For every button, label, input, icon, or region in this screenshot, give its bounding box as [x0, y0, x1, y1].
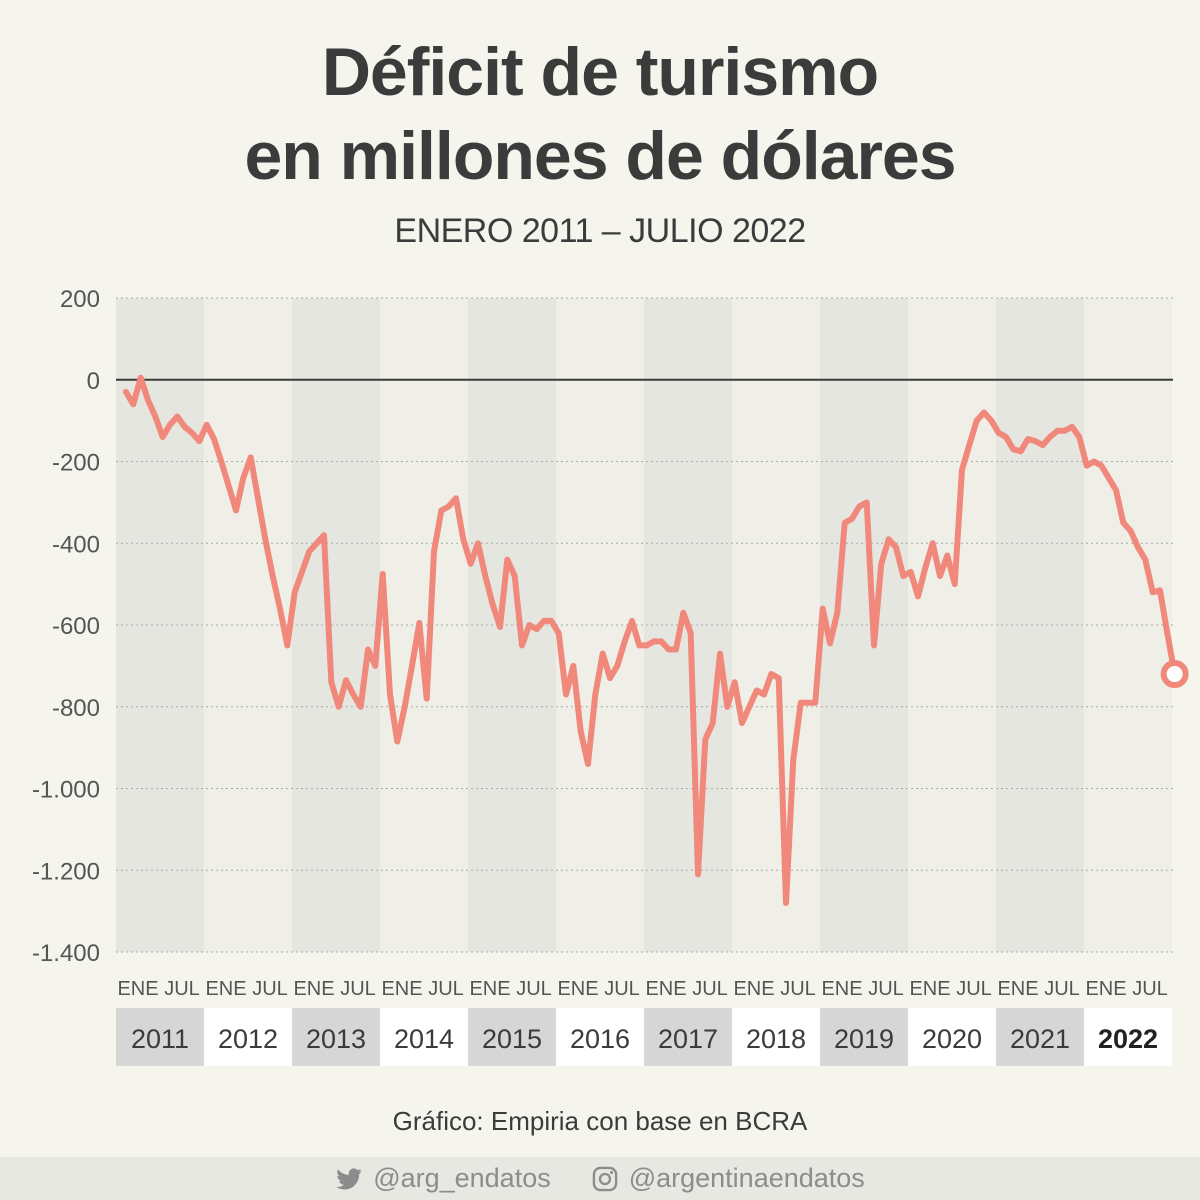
instagram-icon [592, 1166, 617, 1191]
year-label: 2015 [482, 1024, 542, 1054]
x-tick-label: JUL [868, 978, 904, 1000]
x-tick-label: ENE [733, 978, 774, 1000]
year-label: 2018 [746, 1024, 806, 1054]
y-tick-label: -800 [52, 695, 100, 722]
x-tick-label: ENE [1085, 978, 1126, 1000]
series-line [123, 374, 1178, 906]
instagram-link[interactable]: @argentinaendatos [591, 1163, 865, 1194]
y-tick-label: -1.000 [32, 777, 100, 804]
x-tick-label: ENE [909, 978, 950, 1000]
x-tick-label: JUL [252, 978, 288, 1000]
y-tick-label: -400 [52, 531, 100, 558]
y-tick-label: 200 [60, 286, 100, 313]
twitter-icon [336, 1167, 363, 1189]
x-tick-label: ENE [205, 978, 246, 1000]
source-note: Gráfico: Empiria con base en BCRA [392, 1106, 808, 1136]
x-tick-label: ENE [117, 978, 158, 1000]
line-chart: 200 0 -200 -400 -600 -800 -1.000 -1.200 -1.400 EN… [32, 286, 1189, 1066]
x-tick-label: ENE [381, 978, 422, 1000]
x-tick-label: JUL [428, 978, 464, 1000]
year-label: 2012 [218, 1024, 278, 1054]
twitter-handle: @arg_endatos [373, 1163, 551, 1193]
year-label: 2013 [306, 1024, 366, 1054]
year-label: 2019 [834, 1024, 894, 1054]
year-label: 2022 [1098, 1024, 1158, 1054]
year-label: 2020 [922, 1024, 982, 1054]
chart-title: Déficit de turismo en millones de dólare… [0, 30, 1200, 198]
x-tick-label: ENE [293, 978, 334, 1000]
x-tick-label: ENE [997, 978, 1038, 1000]
twitter-link[interactable]: @arg_endatos [335, 1163, 551, 1194]
year-band-2011 [116, 298, 204, 952]
year-box-2015 [468, 1008, 556, 1066]
x-tick-label: ENE [645, 978, 686, 1000]
year-box-2021 [996, 1008, 1084, 1066]
title-line-2: en millones de dólares [244, 118, 956, 194]
x-tick-label: JUL [956, 978, 992, 1000]
y-tick-label: -1.400 [32, 940, 100, 967]
x-tick-label: JUL [692, 978, 728, 1000]
year-box-2014 [380, 1008, 468, 1066]
year-label: 2014 [394, 1024, 454, 1054]
year-box-2022 [1084, 1008, 1172, 1066]
instagram-handle: @argentinaendatos [628, 1163, 865, 1193]
year-label: 2017 [658, 1024, 718, 1054]
year-box-2018 [732, 1008, 820, 1066]
year-label: 2021 [1010, 1024, 1070, 1054]
x-tick-label: ENE [821, 978, 862, 1000]
x-tick-label: JUL [1132, 978, 1168, 1000]
y-tick-label: -200 [52, 450, 100, 477]
x-tick-label: JUL [780, 978, 816, 1000]
y-tick-label: -600 [52, 613, 100, 640]
y-tick-label: 0 [87, 368, 100, 395]
year-box-2020 [908, 1008, 996, 1066]
title-line-1: Déficit de turismo [321, 34, 879, 110]
x-tick-label: JUL [516, 978, 552, 1000]
x-tick-label: JUL [1044, 978, 1080, 1000]
year-band-2021 [996, 298, 1084, 952]
x-tick-label: JUL [604, 978, 640, 1000]
year-box-2013 [292, 1008, 380, 1066]
x-tick-label: ENE [557, 978, 598, 1000]
year-box-2011 [116, 1008, 204, 1066]
year-box-2012 [204, 1008, 292, 1066]
x-tick-label: JUL [164, 978, 200, 1000]
chart-subtitle: ENERO 2011 – JULIO 2022 [394, 212, 806, 250]
year-label: 2016 [570, 1024, 630, 1054]
year-box-2019 [820, 1008, 908, 1066]
year-band-2014 [380, 298, 468, 952]
y-tick-label: -1.200 [32, 858, 100, 885]
year-box-2017 [644, 1008, 732, 1066]
year-label: 2011 [131, 1024, 189, 1054]
x-tick-label: JUL [340, 978, 376, 1000]
year-box-2016 [556, 1008, 644, 1066]
x-tick-label: ENE [469, 978, 510, 1000]
end-point-marker [1160, 660, 1189, 689]
footer-bar: @arg_endatos @argentinaendatos [0, 1157, 1200, 1200]
